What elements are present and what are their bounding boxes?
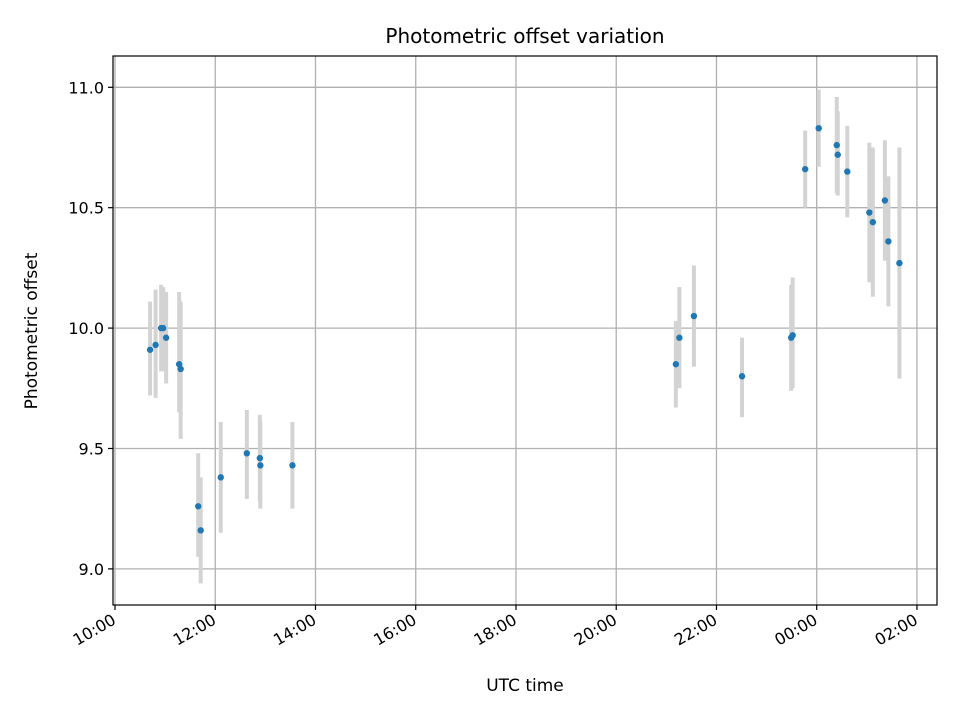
data-point (243, 450, 251, 457)
data-point (881, 197, 889, 204)
y-axis-label: Photometric offset (22, 252, 42, 409)
data-point (162, 334, 170, 341)
y-tick-label: 10.5 (68, 199, 104, 218)
y-tick-label: 9.5 (79, 439, 104, 458)
data-point (197, 527, 204, 534)
data-point (815, 125, 822, 132)
data-points (146, 125, 903, 534)
data-point (257, 462, 264, 469)
data-point (146, 346, 154, 353)
y-tick-label: 11.0 (68, 78, 104, 97)
data-point (789, 332, 796, 339)
y-tick-label: 10.0 (68, 319, 104, 338)
data-point (833, 141, 840, 149)
data-point (834, 151, 841, 158)
data-point (159, 324, 167, 332)
data-point (690, 312, 698, 320)
data-point (217, 474, 224, 481)
data-point (195, 503, 202, 510)
data-point (866, 209, 873, 216)
data-point (896, 259, 903, 267)
data-point (256, 454, 264, 462)
plot-frame (112, 55, 938, 606)
data-point (676, 334, 683, 341)
data-point (175, 361, 183, 368)
data-point (672, 361, 680, 368)
data-point (869, 218, 877, 226)
data-point (885, 238, 892, 245)
data-point (177, 365, 184, 373)
data-point (738, 373, 746, 380)
data-point (152, 341, 159, 349)
chart-title: Photometric offset variation (385, 24, 664, 48)
gridlines (113, 56, 937, 605)
y-tick-label: 9.0 (79, 560, 104, 579)
data-point (844, 168, 851, 175)
y-axis: 9.0 9.5 10.0 10.5 11.0 (68, 78, 113, 579)
x-axis-label: UTC time (486, 676, 564, 696)
data-point (801, 165, 809, 173)
data-point (289, 462, 296, 469)
